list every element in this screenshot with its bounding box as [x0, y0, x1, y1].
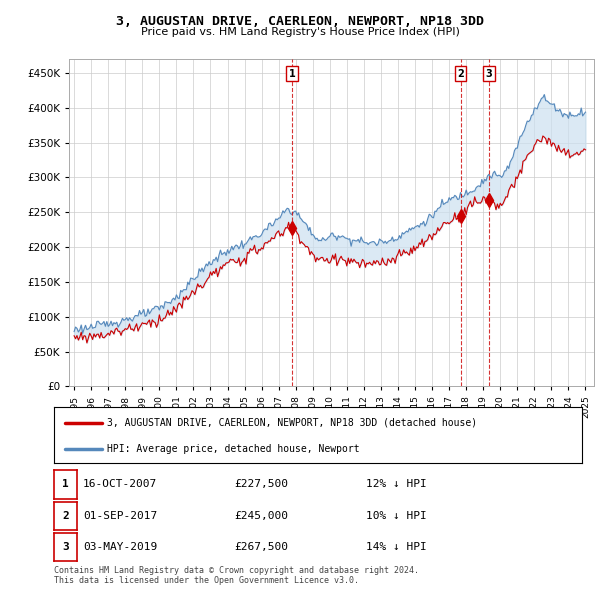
Text: 01-SEP-2017: 01-SEP-2017 — [83, 511, 157, 520]
Text: 1: 1 — [62, 480, 69, 489]
Text: 03-MAY-2019: 03-MAY-2019 — [83, 542, 157, 552]
Text: 10% ↓ HPI: 10% ↓ HPI — [366, 511, 427, 520]
Text: Price paid vs. HM Land Registry's House Price Index (HPI): Price paid vs. HM Land Registry's House … — [140, 27, 460, 37]
Text: 3, AUGUSTAN DRIVE, CAERLEON, NEWPORT, NP18 3DD: 3, AUGUSTAN DRIVE, CAERLEON, NEWPORT, NP… — [116, 15, 484, 28]
Text: £245,000: £245,000 — [234, 511, 288, 520]
Text: 3: 3 — [62, 542, 69, 552]
Text: 16-OCT-2007: 16-OCT-2007 — [83, 480, 157, 489]
Text: £267,500: £267,500 — [234, 542, 288, 552]
Text: 14% ↓ HPI: 14% ↓ HPI — [366, 542, 427, 552]
Text: 2: 2 — [457, 69, 464, 78]
Text: Contains HM Land Registry data © Crown copyright and database right 2024.
This d: Contains HM Land Registry data © Crown c… — [54, 566, 419, 585]
Text: 1: 1 — [289, 69, 295, 78]
Text: 3: 3 — [485, 69, 492, 78]
Text: HPI: Average price, detached house, Newport: HPI: Average price, detached house, Newp… — [107, 444, 359, 454]
Text: 3, AUGUSTAN DRIVE, CAERLEON, NEWPORT, NP18 3DD (detached house): 3, AUGUSTAN DRIVE, CAERLEON, NEWPORT, NP… — [107, 418, 477, 428]
Text: £227,500: £227,500 — [234, 480, 288, 489]
Text: 12% ↓ HPI: 12% ↓ HPI — [366, 480, 427, 489]
Text: 2: 2 — [62, 511, 69, 520]
